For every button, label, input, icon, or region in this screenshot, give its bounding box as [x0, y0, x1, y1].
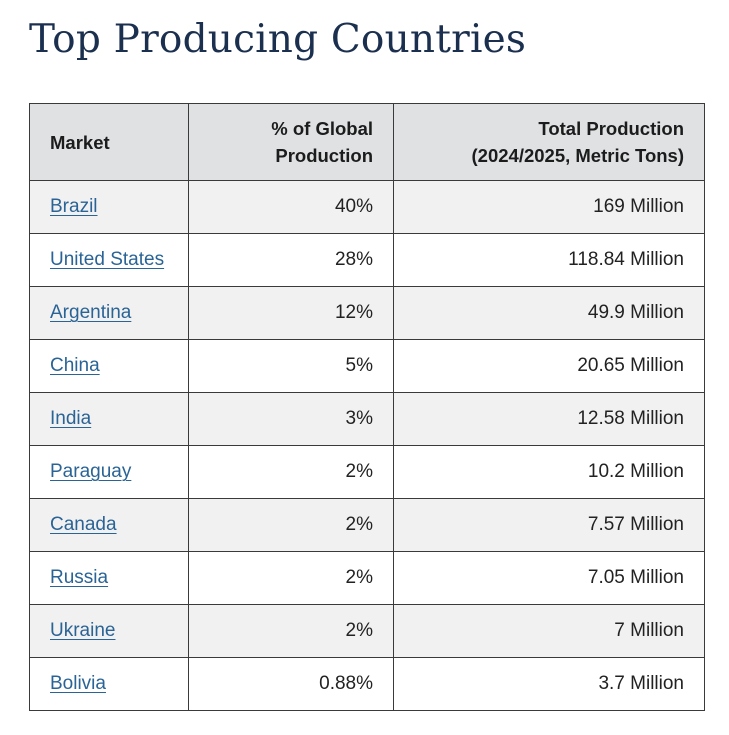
country-link-bolivia[interactable]: Bolivia	[50, 673, 106, 694]
market-cell: Canada	[29, 498, 189, 552]
table-row: Brazil 40% 169 Million	[29, 180, 705, 234]
share-cell: 12%	[188, 286, 394, 340]
share-cell: 3%	[188, 392, 394, 446]
header-market-label: Market	[50, 131, 110, 153]
table-row: Paraguay 2% 10.2 Million	[29, 445, 705, 499]
country-link-united-states[interactable]: United States	[50, 249, 165, 270]
market-cell: Ukraine	[29, 604, 189, 658]
share-cell: 2%	[188, 551, 394, 605]
country-link-russia[interactable]: Russia	[50, 567, 109, 588]
total-cell: 12.58 Million	[393, 392, 705, 446]
country-link-india[interactable]: India	[50, 408, 92, 429]
table-row: Russia 2% 7.05 Million	[29, 551, 705, 605]
table-row: India 3% 12.58 Million	[29, 392, 705, 446]
total-cell: 49.9 Million	[393, 286, 705, 340]
share-cell: 0.88%	[188, 657, 394, 711]
total-cell: 7.57 Million	[393, 498, 705, 552]
market-cell: United States	[29, 233, 189, 287]
share-cell: 5%	[188, 339, 394, 393]
header-share-line2: Production	[275, 145, 373, 166]
header-total-line2: (2024/2025, Metric Tons)	[471, 145, 685, 166]
header-total-production: Total Production (2024/2025, Metric Tons…	[393, 103, 705, 181]
total-cell: 169 Million	[393, 180, 705, 234]
table-row: Argentina 12% 49.9 Million	[29, 286, 705, 340]
share-cell: 2%	[188, 604, 394, 658]
production-table: Market % of Global Production Total Prod…	[29, 103, 705, 711]
table-row: Canada 2% 7.57 Million	[29, 498, 705, 552]
header-global-share: % of Global Production	[188, 103, 394, 181]
market-cell: India	[29, 392, 189, 446]
table-row: Ukraine 2% 7 Million	[29, 604, 705, 658]
market-cell: Bolivia	[29, 657, 189, 711]
total-cell: 3.7 Million	[393, 657, 705, 711]
market-cell: Paraguay	[29, 445, 189, 499]
market-cell: Brazil	[29, 180, 189, 234]
country-link-canada[interactable]: Canada	[50, 514, 117, 535]
share-cell: 40%	[188, 180, 394, 234]
share-cell: 28%	[188, 233, 394, 287]
table-header-row: Market % of Global Production Total Prod…	[29, 103, 705, 181]
market-cell: Argentina	[29, 286, 189, 340]
total-cell: 7.05 Million	[393, 551, 705, 605]
table-row: United States 28% 118.84 Million	[29, 233, 705, 287]
total-cell: 118.84 Million	[393, 233, 705, 287]
country-link-argentina[interactable]: Argentina	[50, 302, 132, 323]
header-market: Market	[29, 103, 189, 181]
country-link-brazil[interactable]: Brazil	[50, 196, 98, 217]
table-row: Bolivia 0.88% 3.7 Million	[29, 657, 705, 711]
country-link-paraguay[interactable]: Paraguay	[50, 461, 132, 482]
market-cell: Russia	[29, 551, 189, 605]
header-share-line1: % of Global	[271, 118, 373, 139]
country-link-ukraine[interactable]: Ukraine	[50, 620, 116, 641]
total-cell: 20.65 Million	[393, 339, 705, 393]
market-cell: China	[29, 339, 189, 393]
country-link-china[interactable]: China	[50, 355, 100, 376]
total-cell: 10.2 Million	[393, 445, 705, 499]
total-cell: 7 Million	[393, 604, 705, 658]
table-row: China 5% 20.65 Million	[29, 339, 705, 393]
header-total-line1: Total Production	[538, 118, 684, 139]
page-title: Top Producing Countries	[29, 17, 527, 62]
share-cell: 2%	[188, 445, 394, 499]
share-cell: 2%	[188, 498, 394, 552]
